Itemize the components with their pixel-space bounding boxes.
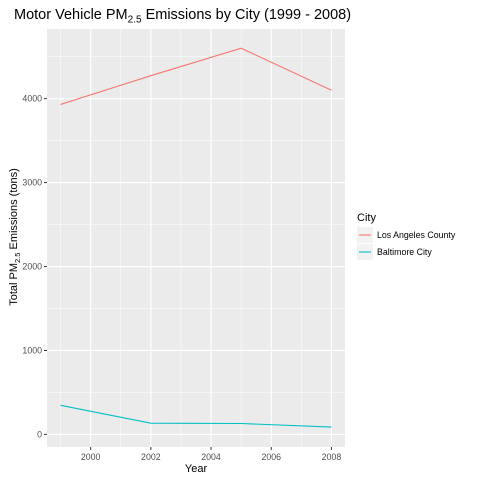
y-tick-label: 0 — [37, 429, 42, 439]
y-axis: 0 1000 2000 3000 4000 — [22, 94, 47, 439]
x-tick-label: 2008 — [322, 452, 342, 462]
series-lines — [60, 47, 332, 428]
series-line — [60, 404, 332, 428]
x-tick-label: 2002 — [141, 452, 161, 462]
x-tick-label: 2006 — [261, 452, 281, 462]
legend-label: Baltimore City — [377, 247, 432, 257]
y-tick-label: 1000 — [22, 345, 42, 355]
y-tick-label: 4000 — [22, 94, 42, 104]
legend-label: Los Angeles County — [377, 230, 456, 240]
x-axis: 2000 2002 2004 2006 2008 — [81, 447, 341, 462]
major-gridlines — [47, 29, 345, 447]
y-tick-label: 2000 — [22, 262, 42, 272]
x-tick-label: 2004 — [201, 452, 221, 462]
x-tick-label: 2000 — [81, 452, 101, 462]
x-axis-title: Year — [185, 463, 208, 475]
legend-title: City — [357, 212, 376, 224]
series-line — [60, 47, 332, 105]
legend: City Los Angeles County Baltimore City — [357, 212, 456, 260]
y-tick-label: 3000 — [22, 178, 42, 188]
chart-title: Motor Vehicle PM2.5 Emissions by City (1… — [14, 7, 351, 26]
plot-panel — [47, 29, 345, 447]
y-axis-title: Total PM2.5 Emissions (tons) — [8, 168, 22, 306]
